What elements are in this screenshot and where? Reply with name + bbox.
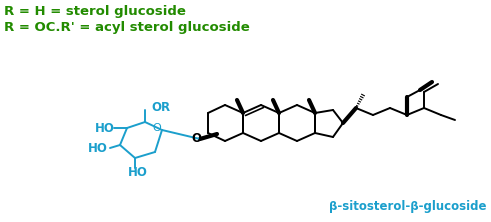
Text: O: O <box>191 133 201 145</box>
Text: R = H = sterol glucoside: R = H = sterol glucoside <box>4 5 186 18</box>
Text: R = OC.R' = acyl sterol glucoside: R = OC.R' = acyl sterol glucoside <box>4 21 250 34</box>
Text: HO: HO <box>88 141 108 155</box>
Text: OR: OR <box>151 101 170 115</box>
Text: β-sitosterol-β-glucoside: β-sitosterol-β-glucoside <box>329 200 487 213</box>
Text: HO: HO <box>128 165 148 178</box>
Text: HO: HO <box>95 121 115 135</box>
Text: O: O <box>153 123 162 133</box>
